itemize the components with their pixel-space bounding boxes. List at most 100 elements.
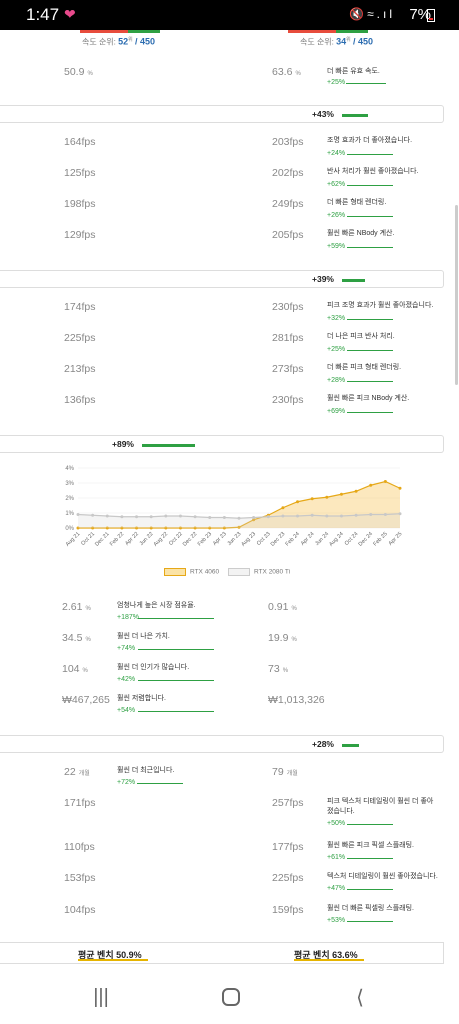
metric-pct: +25% bbox=[327, 346, 346, 353]
metric-left-value: 153fps bbox=[64, 872, 96, 884]
comparison-page: 속도 순위: 52위 / 450 속도 순위: 34위 / 450 50.9% … bbox=[0, 30, 459, 970]
legend-rtx2080ti: RTX 2080 Ti bbox=[228, 568, 290, 576]
metric-right-value: 281fps bbox=[272, 332, 304, 344]
metric-description: 피크 텍스처 디테일링이 훨씬 더 좋아졌습니다. bbox=[327, 798, 434, 815]
data-point bbox=[237, 525, 241, 529]
home-button[interactable] bbox=[216, 982, 246, 1012]
metric-right-value: 257fps bbox=[272, 797, 304, 809]
data-point bbox=[369, 483, 373, 487]
data-point bbox=[105, 514, 109, 518]
data-point bbox=[296, 514, 300, 518]
metric-pct: +50% bbox=[327, 820, 346, 827]
row-pct: +25% bbox=[327, 79, 346, 86]
legend-rtx4060: RTX 4060 bbox=[164, 568, 219, 576]
x-tick-label: Aug 23 bbox=[240, 531, 257, 548]
metric-description: 훨씬 빠른 NBody 계산. bbox=[327, 230, 395, 237]
metric-left-value: 110fps bbox=[64, 841, 95, 853]
effective-speed-right: 63.6% bbox=[272, 66, 301, 78]
metric-pct-line bbox=[347, 889, 393, 890]
x-tick-label: Apr 25 bbox=[388, 531, 404, 547]
data-point bbox=[120, 515, 124, 519]
metric-pct-line bbox=[347, 858, 393, 859]
x-tick-label: Oct 23 bbox=[256, 531, 272, 547]
recent-apps-icon: ||| bbox=[93, 985, 109, 1008]
data-point bbox=[310, 513, 314, 517]
metric-left-value: 171fps bbox=[64, 797, 96, 809]
metric-right-value: 230fps bbox=[272, 301, 304, 313]
market-right-value: 73% bbox=[268, 663, 289, 675]
metric-pct: +47% bbox=[327, 885, 346, 892]
x-tick-label: Jun 22 bbox=[139, 531, 155, 547]
market-pct: +54% bbox=[117, 707, 136, 714]
section-1-bar bbox=[342, 114, 368, 117]
x-tick-label: Feb 24 bbox=[285, 531, 301, 547]
market-description: 훨씬 더 인기가 많습니다. bbox=[117, 664, 190, 671]
metric-right-value: 249fps bbox=[272, 198, 304, 210]
metric-left-value: 213fps bbox=[64, 363, 96, 375]
status-time: 1:47 bbox=[26, 5, 60, 24]
market-left-value: 2.61% bbox=[62, 601, 91, 613]
market-pct-line bbox=[138, 618, 214, 619]
metric-description: 반사 처리가 훨씬 좋아졌습니다. bbox=[327, 168, 419, 175]
data-point bbox=[339, 514, 343, 518]
metric-description: 더 빠른 피크 형태 렌더링. bbox=[327, 364, 402, 371]
avg-bench-left: 평균 벤치 50.9% bbox=[78, 950, 142, 960]
data-point bbox=[398, 486, 402, 490]
metric-left-value: 198fps bbox=[64, 198, 96, 210]
data-point bbox=[281, 514, 285, 518]
data-point bbox=[76, 526, 80, 530]
metric-pct: +62% bbox=[327, 181, 346, 188]
x-tick-label: Dec 23 bbox=[270, 531, 287, 548]
x-tick-label: Feb 23 bbox=[197, 531, 213, 547]
rank-strip bbox=[80, 30, 160, 33]
market-left-value: 104% bbox=[62, 663, 88, 675]
metric-pct: +61% bbox=[327, 854, 346, 861]
recent-apps-button[interactable]: ||| bbox=[86, 982, 116, 1012]
metric-pct-line bbox=[347, 381, 393, 382]
data-point bbox=[164, 514, 168, 518]
data-point bbox=[252, 516, 256, 519]
back-button[interactable]: ⟨ bbox=[345, 982, 375, 1012]
speed-rank-right: 속도 순위: 34위 / 450 bbox=[300, 36, 374, 47]
metric-left-value: 129fps bbox=[64, 229, 96, 241]
avg-bench-right: 평균 벤치 63.6% bbox=[294, 950, 358, 960]
data-point bbox=[383, 513, 387, 516]
data-point bbox=[237, 516, 241, 520]
metric-right-value: 79 개월 bbox=[272, 766, 298, 778]
metric-description: 훨씬 빠른 피크 NBody 계산. bbox=[327, 395, 410, 402]
data-point bbox=[193, 515, 197, 519]
market-pct: +187% bbox=[117, 614, 139, 621]
rank-strip bbox=[288, 30, 368, 33]
x-tick-label: Aug 22 bbox=[153, 531, 170, 548]
market-description: 훨씬 저렴합니다. bbox=[117, 695, 166, 702]
y-tick-label: 4% bbox=[65, 466, 74, 472]
data-point bbox=[222, 516, 226, 519]
metric-left-value: 164fps bbox=[64, 136, 96, 148]
data-point bbox=[193, 526, 197, 530]
y-tick-label: 3% bbox=[65, 481, 74, 487]
market-pct: +42% bbox=[117, 676, 136, 683]
metric-pct-line bbox=[347, 319, 393, 320]
x-tick-label: Feb 22 bbox=[109, 531, 125, 547]
section-3-header: +89% bbox=[0, 435, 444, 453]
status-bar: 1:47 ❤ 🔇≈.ıl 7% bbox=[0, 0, 459, 30]
metric-left-value: 22 개월 bbox=[64, 766, 90, 778]
metric-pct: +59% bbox=[327, 243, 346, 250]
metric-pct: +28% bbox=[327, 377, 346, 384]
market-right-value: 19.9% bbox=[268, 632, 297, 644]
data-point bbox=[76, 513, 80, 516]
metric-pct: +53% bbox=[327, 917, 346, 924]
scrollbar[interactable] bbox=[455, 205, 458, 385]
metric-pct-line bbox=[347, 216, 393, 217]
data-point bbox=[208, 516, 212, 519]
series-area-0 bbox=[78, 481, 400, 528]
x-tick-label: Dec 24 bbox=[358, 531, 375, 548]
data-point bbox=[296, 500, 300, 504]
data-point bbox=[383, 480, 387, 483]
x-tick-label: Jun 23 bbox=[226, 531, 242, 547]
home-icon bbox=[222, 988, 240, 1006]
metric-pct-line bbox=[347, 247, 393, 248]
android-nav-bar: ||| ⟨ bbox=[0, 970, 459, 1024]
metric-description: 훨씬 더 빠른 픽셀링 스플래팅. bbox=[327, 905, 415, 912]
section-4-header: +28% bbox=[0, 735, 444, 753]
